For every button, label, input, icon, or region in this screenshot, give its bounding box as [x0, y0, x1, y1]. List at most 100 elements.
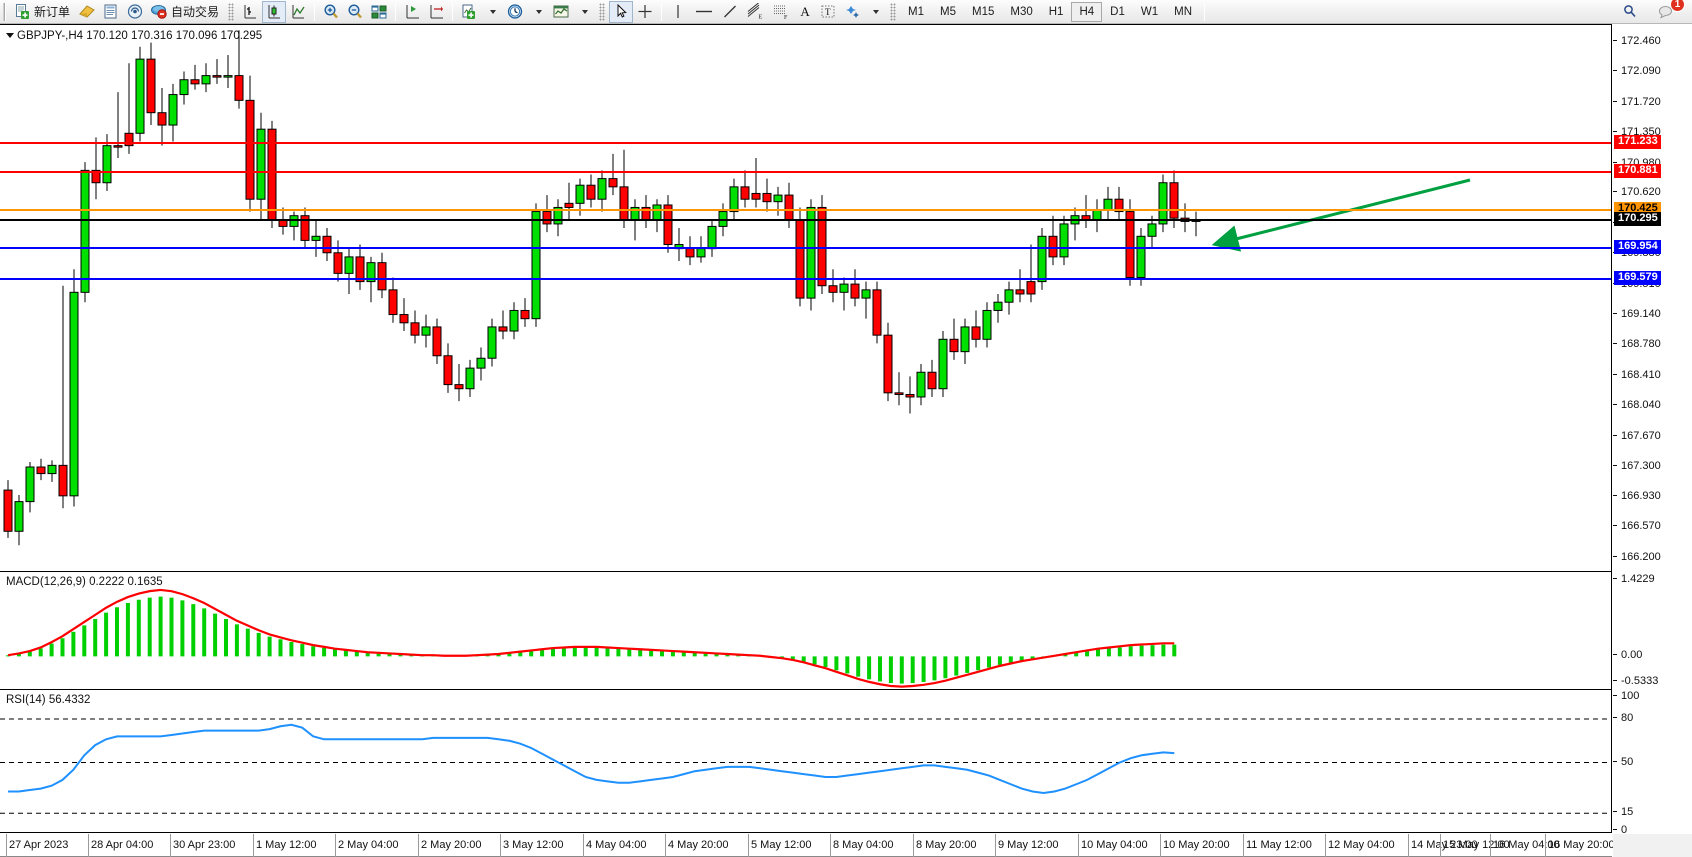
chart-menu-caret-icon[interactable]	[6, 33, 14, 39]
auto-scroll-button[interactable]	[424, 1, 448, 23]
horizontal-line-button[interactable]	[690, 1, 718, 23]
svg-text:T: T	[825, 7, 831, 17]
price-tick: 166.200	[1613, 551, 1661, 563]
line-chart-button[interactable]	[286, 1, 310, 23]
toolbar-separator-3	[452, 2, 454, 21]
time-tick-mark	[1325, 834, 1326, 857]
search-button[interactable]	[1618, 1, 1642, 23]
toolbar-grip-2[interactable]	[228, 2, 235, 21]
market-watch-button[interactable]	[99, 1, 123, 23]
timeframe-w1[interactable]: W1	[1140, 5, 1159, 18]
time-tick-label: 28 Apr 04:00	[91, 839, 154, 851]
timeframe-m5[interactable]: M5	[940, 5, 956, 18]
toolbar-grip-3[interactable]	[599, 2, 606, 21]
time-tick-mark	[1243, 834, 1244, 857]
objects-button[interactable]	[840, 1, 864, 23]
bid-price-line[interactable]	[0, 219, 1611, 222]
resistance-1[interactable]	[0, 141, 1611, 144]
cursor-icon	[617, 3, 627, 18]
objects-dropdown[interactable]	[864, 1, 886, 23]
text-label-button[interactable]: A	[794, 1, 816, 23]
alert-badge: 1	[1670, 0, 1685, 12]
timeframe-m30[interactable]: M30	[1010, 5, 1033, 18]
cursor-button[interactable]	[609, 0, 634, 23]
time-tick-mark	[6, 834, 7, 857]
crosshair-button[interactable]	[633, 1, 657, 23]
toolbar-separator-5	[1204, 2, 1205, 21]
candlestick-series	[3, 30, 1201, 546]
support-1[interactable]	[0, 247, 1611, 250]
vertical-line-button[interactable]	[666, 1, 690, 23]
toolbar-right-group: 1	[1618, 0, 1690, 23]
time-tick-label: 10 May 04:00	[1081, 839, 1148, 851]
candle-chart-button[interactable]	[262, 0, 287, 23]
timeframe-mn[interactable]: MN	[1174, 5, 1192, 18]
price-scale[interactable]: 172.460 172.090 171.720 171.350 170.980 170.6…	[1613, 24, 1692, 857]
time-tick-label: 12 May 04:00	[1328, 839, 1395, 851]
autotrade-button[interactable]: 自动交易	[147, 1, 224, 23]
time-tick-mark	[1408, 834, 1409, 857]
candle-chart-icon	[268, 5, 281, 19]
period-dropdown[interactable]	[527, 1, 549, 23]
fibonacci-button[interactable]: F	[768, 1, 794, 23]
signals-button[interactable]	[123, 1, 147, 23]
new-order-button[interactable]: 新订单	[11, 1, 75, 23]
line-chart-icon	[292, 5, 305, 19]
time-tick-label: 27 Apr 2023	[9, 839, 69, 851]
toolbar-grip-1[interactable]	[3, 2, 8, 21]
price-tick: 170.620	[1613, 186, 1661, 198]
templates-dropdown[interactable]	[573, 1, 595, 23]
timeframe-h1[interactable]: H1	[1048, 5, 1064, 18]
rsi-tick-15: 15	[1613, 806, 1633, 818]
period-button[interactable]	[503, 1, 527, 23]
trendline-button[interactable]	[718, 1, 742, 23]
timeframe-d1[interactable]: D1	[1110, 5, 1125, 18]
toolbar-grip-4[interactable]	[890, 2, 897, 21]
time-scale[interactable]: 27 Apr 2023 28 Apr 04:00 30 Apr 23:00 1 May…	[0, 834, 1615, 857]
timeframe-h4[interactable]: H4	[1071, 1, 1103, 22]
crosshair-icon	[638, 5, 652, 18]
time-tick-mark	[500, 834, 501, 857]
time-tick-label: 14 May 23:00	[1411, 839, 1478, 851]
bar-chart-icon	[244, 5, 257, 19]
price-tick: 166.930	[1613, 490, 1661, 502]
time-tick-label: 8 May 04:00	[833, 839, 894, 851]
vline-icon	[677, 5, 679, 18]
rsi-series	[0, 718, 1611, 814]
support-2[interactable]	[0, 278, 1611, 281]
new-order-icon	[16, 4, 29, 19]
pivot-line[interactable]	[0, 208, 1611, 211]
bar-chart-button[interactable]	[238, 1, 262, 23]
indicator-dropdown[interactable]	[481, 1, 503, 23]
resistance-2[interactable]	[0, 170, 1611, 173]
rsi-panel-divider	[0, 689, 1611, 690]
time-tick-label: 2 May 20:00	[421, 839, 482, 851]
chevron-down-icon	[872, 9, 879, 14]
rsi-tick-0: 0	[1613, 824, 1627, 836]
autotrade-label: 自动交易	[171, 4, 220, 19]
chart-shift-button[interactable]	[400, 1, 424, 23]
rsi-tick-100: 100	[1613, 690, 1639, 702]
zoom-out-button[interactable]	[343, 1, 367, 23]
price-plot[interactable]: GBPJPY-,H4 170.120 170.316 170.096 170.2…	[0, 24, 1612, 833]
template-button[interactable]	[75, 1, 99, 23]
timeframe-m15[interactable]: M15	[972, 5, 995, 18]
main-toolbar: 新订单 自动交易	[0, 0, 1692, 24]
bid-price-line-label: 170.295	[1614, 212, 1661, 227]
time-tick-label: 10 May 20:00	[1163, 839, 1230, 851]
price-tick: 166.570	[1613, 520, 1661, 532]
templates-button[interactable]	[549, 1, 573, 23]
alerts-button[interactable]: 1	[1654, 0, 1685, 23]
chevron-down-icon	[535, 9, 542, 14]
chevron-down-icon	[581, 9, 588, 14]
text-box-button[interactable]: T	[816, 1, 840, 23]
timeframe-m1[interactable]: M1	[908, 5, 925, 18]
search-icon	[1624, 5, 1636, 18]
zoom-in-button[interactable]	[319, 1, 343, 23]
add-indicator-button[interactable]	[457, 1, 481, 23]
macd-series	[6, 588, 1177, 688]
time-tick-label: 30 Apr 23:00	[173, 839, 236, 851]
tile-windows-button[interactable]	[367, 1, 391, 23]
equidistant-channel-button[interactable]: E	[742, 1, 768, 23]
time-tick-mark	[335, 834, 336, 857]
